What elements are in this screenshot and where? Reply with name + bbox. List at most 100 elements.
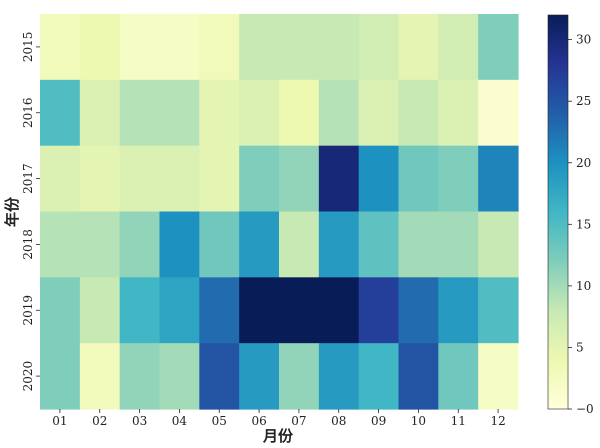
- heatmap-cell: [199, 145, 240, 213]
- heatmap-cell: [279, 343, 320, 410]
- heatmap-cell: [199, 79, 240, 147]
- x-tick-label: 02: [92, 414, 107, 428]
- heatmap-cell: [79, 145, 121, 213]
- heatmap-cell: [199, 14, 240, 81]
- x-tick-label: 01: [52, 414, 67, 428]
- heatmap-cells: [40, 14, 519, 410]
- heatmap-cell: [358, 145, 400, 213]
- heatmap-cell: [279, 277, 320, 344]
- heatmap-cell: [40, 211, 81, 278]
- heatmap-cell: [199, 277, 240, 344]
- y-tick-label: 2015: [21, 32, 35, 63]
- heatmap-cell: [279, 14, 320, 81]
- heatmap-cell: [119, 343, 161, 410]
- heatmap-cell: [358, 343, 400, 410]
- x-tick-label: 09: [371, 414, 386, 428]
- heatmap-cell: [199, 343, 240, 410]
- heatmap-cell: [318, 211, 360, 278]
- y-tick-label: 2019: [21, 295, 35, 326]
- colorbar-tick-label: 15: [576, 217, 591, 231]
- heatmap-cell: [159, 343, 200, 410]
- heatmap-cell: [79, 211, 121, 278]
- heatmap-cell: [478, 277, 519, 344]
- x-tick-label: 05: [212, 414, 227, 428]
- heatmap-cell: [40, 79, 81, 147]
- heatmap-cell: [358, 14, 400, 81]
- heatmap-cell: [79, 79, 121, 147]
- heatmap-cell: [438, 14, 479, 81]
- x-tick-label: 07: [291, 414, 306, 428]
- heatmap-cell: [199, 211, 240, 278]
- y-tick-label: 2016: [21, 97, 35, 128]
- heatmap-cell: [438, 211, 479, 278]
- heatmap-cell: [398, 79, 439, 147]
- heatmap-cell: [79, 14, 121, 81]
- heatmap-cell: [239, 343, 280, 410]
- colorbar: [547, 14, 569, 410]
- heatmap-cell: [478, 14, 519, 81]
- x-axis-label: 月份: [262, 427, 294, 445]
- heatmap-cell: [40, 343, 81, 410]
- colorbar-tick-label: 25: [576, 94, 591, 108]
- heatmap-cell: [358, 79, 400, 147]
- heatmap-cell: [239, 277, 280, 344]
- heatmap-cell: [239, 14, 280, 81]
- y-tick-label: 2017: [21, 163, 35, 194]
- x-tick-label: 11: [451, 414, 466, 428]
- heatmap-cell: [40, 277, 81, 344]
- heatmap-cell: [398, 14, 439, 81]
- heatmap-cell: [438, 343, 479, 410]
- heatmap-cell: [398, 343, 439, 410]
- heatmap-cell: [398, 277, 439, 344]
- heatmap-cell: [40, 145, 81, 213]
- heatmap-cell: [478, 79, 519, 147]
- heatmap-cell: [318, 79, 360, 147]
- x-tick-label: 04: [172, 414, 188, 428]
- y-axis-ticks: 2015 2016 2017 2018 2019 2020: [21, 32, 40, 392]
- heatmap-cell: [119, 211, 161, 278]
- heatmap-cell: [478, 211, 519, 278]
- x-tick-label: 06: [251, 414, 266, 428]
- heatmap-cell: [318, 145, 360, 213]
- heatmap-cell: [478, 145, 519, 213]
- heatmap-cell: [119, 79, 161, 147]
- heatmap-cell: [438, 277, 479, 344]
- heatmap-cell: [119, 14, 161, 81]
- colorbar-tick-label: 30: [576, 33, 591, 47]
- heatmap-cell: [119, 277, 161, 344]
- heatmap-cell: [318, 343, 360, 410]
- x-tick-label: 12: [490, 414, 505, 428]
- heatmap-cell: [79, 277, 121, 344]
- heatmap-cell: [279, 145, 320, 213]
- heatmap-cell: [398, 211, 439, 278]
- y-tick-label: 2020: [21, 361, 35, 392]
- heatmap-cell: [438, 79, 479, 147]
- x-tick-label: 03: [132, 414, 147, 428]
- colorbar-tick-label: −0: [576, 402, 594, 416]
- heatmap-cell: [159, 79, 200, 147]
- heatmap-cell: [159, 14, 200, 81]
- heatmap-cell: [478, 343, 519, 410]
- colorbar-tick-label: 5: [576, 340, 584, 354]
- heatmap-cell: [438, 145, 479, 213]
- heatmap-cell: [279, 79, 320, 147]
- x-tick-label: 08: [331, 414, 346, 428]
- heatmap-cell: [119, 145, 161, 213]
- heatmap-cell: [40, 14, 81, 81]
- heatmap-cell: [79, 343, 121, 410]
- heatmap-cell: [159, 211, 200, 278]
- colorbar-ticks: −0 5 10 15 20 25 30: [568, 33, 594, 416]
- heatmap-cell: [239, 211, 280, 278]
- y-tick-label: 2018: [21, 229, 35, 260]
- heatmap-cell: [239, 79, 280, 147]
- heatmap-cell: [398, 145, 439, 213]
- heatmap-cell: [239, 145, 280, 213]
- heatmap-cell: [159, 277, 200, 344]
- colorbar-tick-label: 20: [576, 156, 591, 170]
- heatmap-cell: [279, 211, 320, 278]
- heatmap-cell: [318, 277, 360, 344]
- colorbar-tick-label: 10: [576, 279, 591, 293]
- heatmap-cell: [318, 14, 360, 81]
- heatmap-cell: [159, 145, 200, 213]
